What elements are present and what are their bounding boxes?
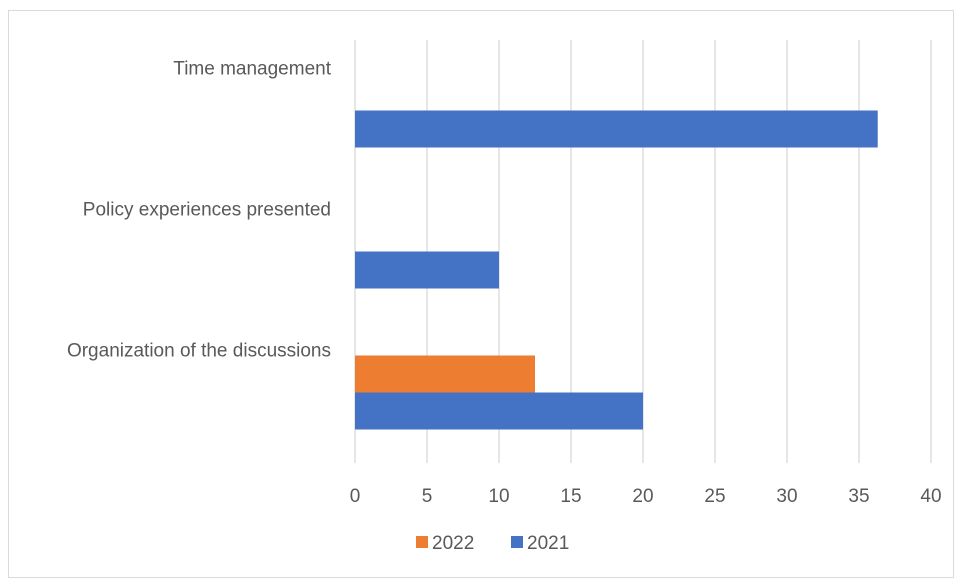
x-tick-label: 25 [704,486,725,507]
x-tick-label: 35 [848,486,869,507]
bars [355,110,878,430]
x-tick-label: 20 [632,486,653,507]
category-labels: Organization of the discussions Policy ex… [67,59,332,362]
bar-2022-0 [355,355,535,393]
x-tick-label: 40 [920,486,941,507]
bar-2021-2 [355,110,878,148]
x-tick-label: 30 [776,486,797,507]
x-tick-label: 10 [488,486,509,507]
legend-swatch-2022 [416,536,428,548]
x-tick-labels: 0 5 10 15 20 25 30 35 40 [350,486,942,507]
category-label: Organization of the discussions [67,341,331,362]
x-tick-label: 0 [350,486,361,507]
bar-2021-0 [355,392,643,430]
category-label: Time management [173,59,331,80]
chart-frame [8,10,954,578]
legend-label-2021: 2021 [527,533,569,554]
category-label: Policy experiences presented [83,200,331,221]
x-tick-label: 15 [560,486,581,507]
x-tick-label: 5 [422,486,433,507]
legend-label-2022: 2022 [432,533,474,554]
bar-2021-1 [355,251,499,289]
legend-swatch-2021 [511,536,523,548]
legend: 2022 2021 [416,533,569,554]
